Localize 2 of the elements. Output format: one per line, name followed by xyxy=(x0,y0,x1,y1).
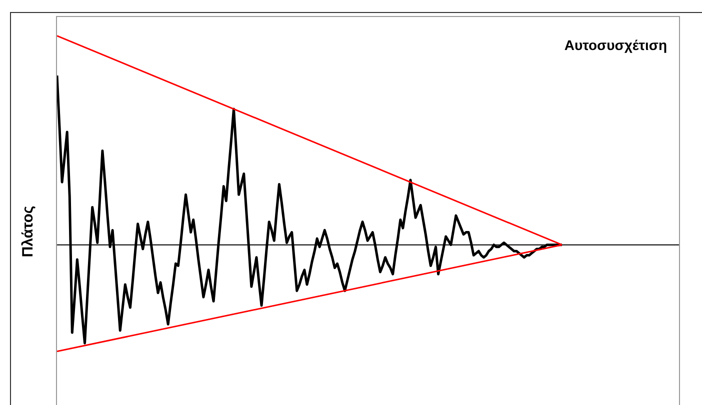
text: Αυτοσυσχέτιση xyxy=(564,37,667,53)
y-axis-title: Πλάτος xyxy=(20,204,36,260)
